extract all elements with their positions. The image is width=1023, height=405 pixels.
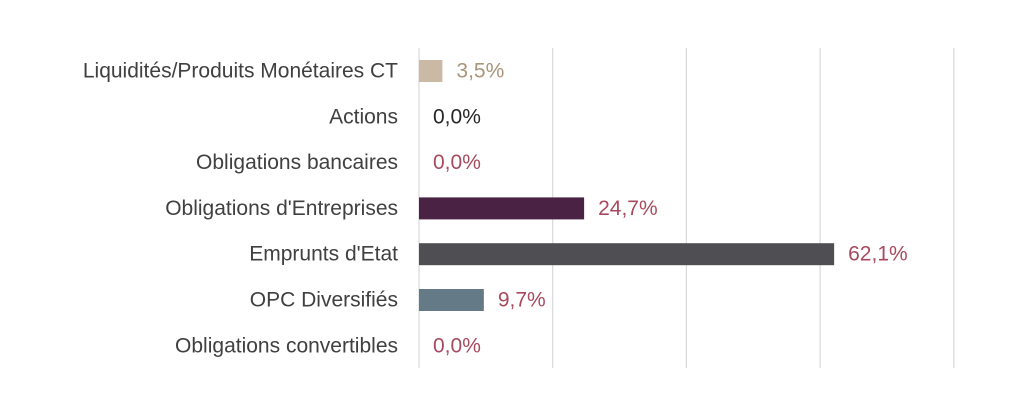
value-label: 0,0% [433,105,481,128]
category-label: Obligations bancaires [196,151,398,174]
bar [419,243,835,266]
category-label: Obligations d'Entreprises [165,197,398,220]
category-label: Actions [329,105,398,128]
value-labels: 3,5% 0,0% 0,0% 24,7% 62,1% 9,7% 0,0% [433,60,908,358]
gridlines [418,48,955,368]
category-label: Liquidités/Produits Monétaires CT [83,60,398,83]
bar [419,60,443,82]
value-label: 24,7% [598,197,658,220]
bar [419,197,585,220]
value-label: 0,0% [433,334,481,357]
bars [419,60,835,311]
value-label: 62,1% [848,243,908,266]
category-label: Obligations convertibles [175,334,398,357]
value-label: 0,0% [433,151,481,174]
category-label: Emprunts d'Etat [249,243,398,266]
value-label: 9,7% [498,289,546,312]
category-labels: Liquidités/Produits Monétaires CT Actions… [83,60,398,358]
category-label: OPC Diversifiés [250,289,398,312]
bar [419,289,484,311]
value-label: 3,5% [456,60,504,83]
